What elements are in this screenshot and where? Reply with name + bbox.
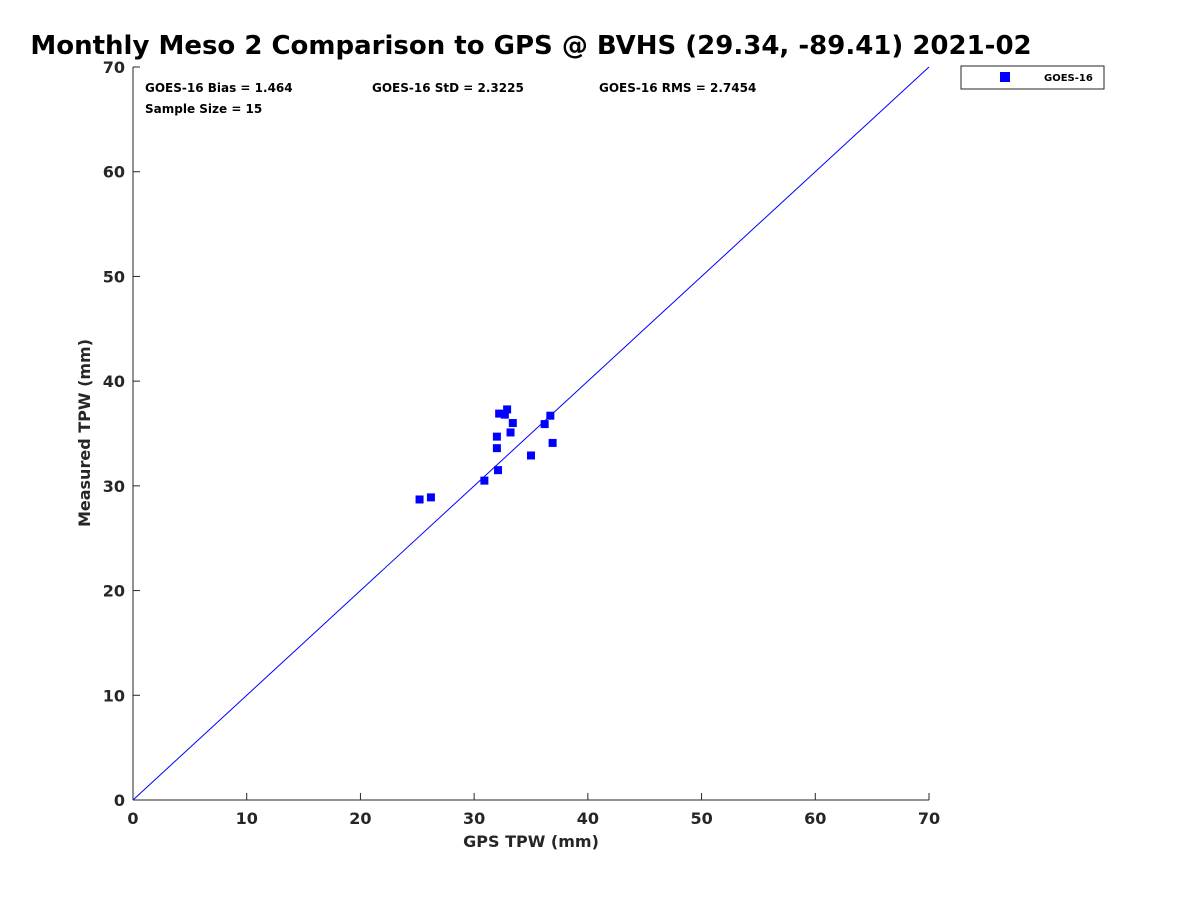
x-axis-ticks: 0 10 20 30 40 50 60 70: [127, 793, 940, 828]
y-tick-label: 10: [103, 686, 125, 705]
data-point: [546, 411, 555, 420]
rms-stat: GOES-16 RMS = 2.7454: [599, 81, 756, 95]
x-tick-label: 20: [349, 809, 371, 828]
chart-title: Monthly Meso 2 Comparison to GPS @ BVHS …: [30, 31, 1031, 61]
legend-label: GOES-16: [1044, 73, 1093, 84]
y-tick-label: 0: [114, 791, 125, 810]
y-tick-label: 50: [103, 267, 125, 286]
plot-area: 0 10 20 30 40 50 60 70 0 10 20 30 40 50 60 70: [103, 58, 940, 828]
data-point: [495, 409, 504, 418]
legend-box: [960, 65, 1105, 90]
x-tick-label: 40: [577, 809, 599, 828]
std-stat: GOES-16 StD = 2.3225: [372, 81, 524, 95]
data-point: [492, 444, 501, 453]
data-point: [548, 438, 557, 447]
y-axis-label: Measured TPW (mm): [75, 339, 94, 527]
data-point: [426, 493, 435, 502]
data-point: [527, 451, 535, 460]
data-point: [494, 466, 503, 475]
data-point: [415, 495, 424, 504]
x-tick-label: 30: [463, 809, 485, 828]
data-point: [480, 476, 489, 485]
legend: GOES-16: [960, 65, 1105, 90]
y-tick-label: 40: [103, 372, 125, 391]
data-point: [492, 432, 501, 441]
data-point: [503, 405, 512, 414]
one-to-one-reference-line: [132, 66, 930, 801]
y-axis-ticks: 0 10 20 30 40 50 60 70: [103, 58, 140, 810]
y-tick-label: 30: [103, 477, 125, 496]
y-tick-label: 60: [103, 163, 125, 182]
data-point: [506, 428, 515, 437]
x-axis-label: GPS TPW (mm): [463, 832, 599, 851]
data-point: [508, 419, 517, 428]
y-tick-label: 20: [103, 582, 125, 601]
data-point: [500, 410, 509, 419]
x-tick-label: 70: [918, 809, 940, 828]
y-tick-label: 70: [103, 58, 125, 77]
legend-marker: [1000, 72, 1010, 82]
x-tick-label: 10: [236, 809, 258, 828]
data-point: [540, 420, 549, 429]
data-points: [415, 405, 557, 504]
x-tick-label: 60: [804, 809, 826, 828]
bias-stat: GOES-16 Bias = 1.464: [145, 81, 293, 95]
x-tick-label: 50: [690, 809, 712, 828]
sample-size-stat: Sample Size = 15: [145, 102, 262, 116]
x-tick-label: 0: [127, 809, 138, 828]
